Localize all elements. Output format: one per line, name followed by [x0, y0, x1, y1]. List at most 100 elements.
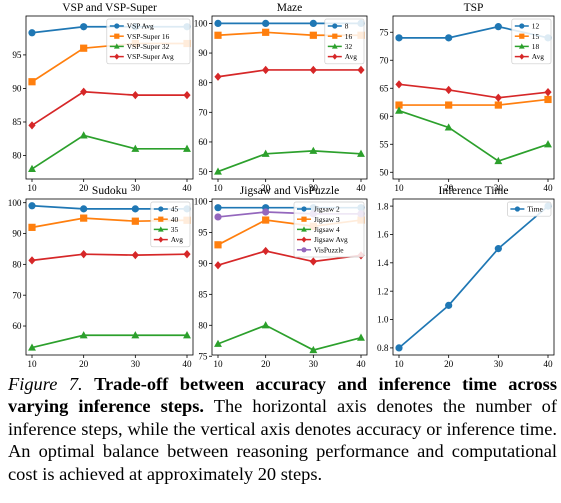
series-line: [398, 109, 549, 163]
data-point: [131, 250, 139, 260]
legend-swatch-marker: [114, 33, 120, 39]
y-tick-label: 65: [379, 83, 389, 93]
y-tick-label: 100: [194, 197, 208, 207]
x-tick-label: 10: [27, 183, 37, 193]
y-tick-label: 80: [12, 260, 22, 270]
caption-figure-label: Figure 7.: [8, 374, 83, 394]
data-point: [131, 91, 139, 100]
data-point: [28, 202, 36, 210]
data-point: [309, 257, 317, 266]
data-point: [131, 331, 140, 339]
series-line: [398, 83, 549, 99]
charts-figure: VSP and VSP-Super 80 85 90 95 10 20 30 40 VSP Avg…: [8, 2, 555, 369]
data-point: [309, 146, 318, 154]
legend-entry: 45: [171, 205, 179, 214]
y-tick-label: 0.8: [377, 343, 389, 353]
data-point: [80, 44, 88, 52]
data-point: [445, 34, 453, 42]
y-tick-label: 90: [12, 229, 22, 239]
legend-swatch-marker: [518, 43, 525, 49]
caption-bold-text: Trade-off between accuracy and inference…: [8, 374, 557, 417]
data-point: [214, 213, 222, 221]
y-tick-label: 80: [198, 78, 208, 88]
chart-title: Sudoku: [92, 185, 127, 197]
data-point: [214, 339, 222, 347]
data-point: [28, 164, 36, 172]
legend-entry: Jigsaw 3: [314, 215, 340, 224]
x-tick-label: 30: [309, 359, 319, 369]
data-point: [214, 204, 222, 212]
legend-swatch-marker: [113, 43, 120, 49]
data-point: [80, 250, 88, 259]
legend-box: [150, 201, 191, 248]
data-point: [261, 321, 270, 329]
data-point: [261, 149, 270, 157]
plot-frame: [211, 15, 368, 180]
plot-frame: [25, 198, 194, 356]
data-point: [357, 149, 365, 157]
legend-swatch-marker: [519, 53, 525, 60]
legend-entry: VSP-Super 16: [127, 32, 170, 41]
y-tick-label: 85: [12, 117, 22, 127]
legend-entry: Avg: [171, 235, 183, 244]
y-tick-label: 70: [198, 108, 208, 118]
data-point: [309, 31, 317, 39]
legend-entry: 18: [532, 42, 540, 51]
legend-entry: 8: [345, 22, 349, 31]
data-point: [544, 140, 552, 148]
chart-title: Jigsaw and VisPuzzle: [240, 185, 339, 197]
legend-box: [293, 201, 365, 258]
y-tick-label: 75: [198, 351, 208, 361]
data-point: [80, 205, 88, 213]
data-point: [183, 144, 191, 152]
y-tick-label: 1.0: [377, 315, 389, 325]
data-point: [183, 250, 191, 259]
x-tick-label: 20: [261, 359, 271, 369]
legend-swatch-marker: [158, 216, 164, 222]
x-tick-label: 20: [79, 359, 89, 369]
data-point: [79, 131, 88, 139]
legend-swatch-marker: [114, 23, 120, 29]
data-point: [445, 85, 453, 95]
legend-box: [511, 18, 552, 65]
series-line: [31, 134, 187, 170]
data-point: [445, 301, 453, 309]
legend-swatch-marker: [158, 236, 164, 243]
x-tick-label: 10: [213, 359, 223, 369]
y-tick-label: 1.6: [377, 230, 389, 240]
legend-box: [507, 201, 552, 217]
chart-title: Inference Time: [439, 185, 509, 197]
x-tick-label: 40: [356, 183, 366, 193]
legend-entry: VisPuzzle: [314, 245, 344, 254]
y-tick-label: 80: [198, 320, 208, 330]
data-point: [309, 345, 318, 354]
data-point: [494, 156, 503, 165]
legend-box: [106, 18, 191, 65]
legend-swatch-marker: [158, 206, 164, 212]
x-tick-label: 20: [444, 183, 454, 193]
chart-title: TSP: [464, 2, 484, 14]
legend-swatch-marker: [519, 33, 525, 39]
plot-frame: [25, 15, 194, 180]
data-point: [131, 144, 140, 152]
y-tick-label: 55: [379, 139, 389, 149]
series-line: [217, 250, 362, 267]
y-tick-label: 90: [198, 48, 208, 58]
data-point: [214, 19, 222, 28]
legend-swatch-marker: [114, 53, 120, 60]
legend-entry: 32: [345, 42, 353, 51]
data-point: [494, 93, 502, 102]
x-tick-label: 10: [213, 183, 223, 193]
series-line: [217, 69, 361, 78]
data-point: [214, 167, 222, 175]
data-point: [395, 34, 403, 42]
legend-entry: 12: [532, 22, 540, 31]
y-tick-label: 80: [12, 151, 22, 161]
x-tick-label: 30: [131, 359, 141, 369]
legend-entry: Jigsaw Avg: [314, 235, 348, 244]
legend-swatch-marker: [332, 23, 338, 29]
legend-entry: 15: [532, 32, 540, 41]
data-point: [357, 333, 365, 341]
data-point: [494, 245, 502, 253]
